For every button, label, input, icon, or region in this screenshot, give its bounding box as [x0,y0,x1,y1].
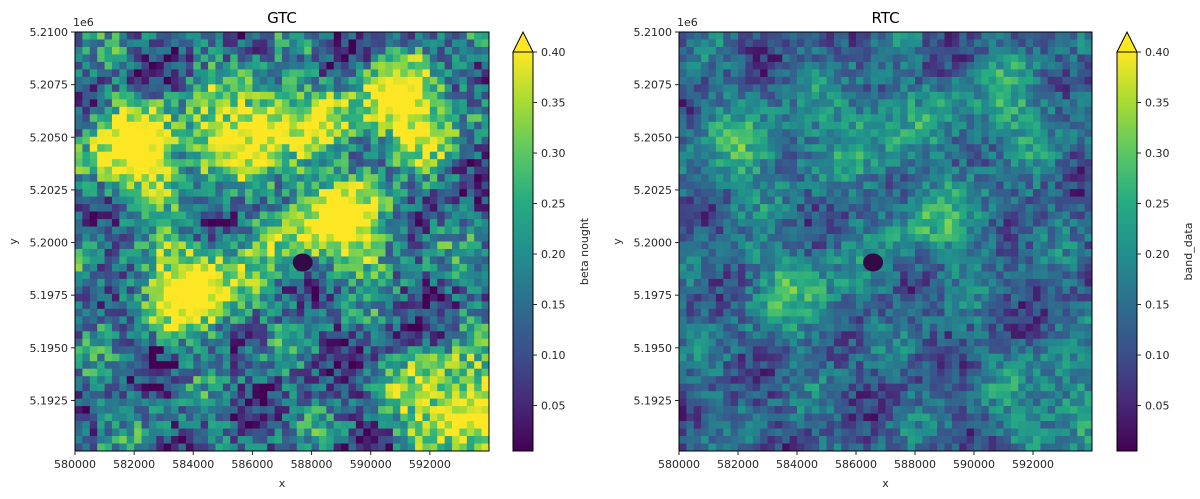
y-tick-label: 5.2050 [634,131,673,144]
colorbar-tick-label: 0.20 [541,248,566,261]
colorbar-tick-label: 0.05 [541,400,566,413]
colorbar: 0.05 0.10 0.15 0.20 0.25 0.30 0.35 0.40 beta nou… [512,30,591,452]
x-tick-label: 592000 [1012,458,1054,471]
colorbar-tick-label: 0.40 [541,46,566,59]
x-axis-label: x [882,477,889,490]
y-tick-label: 5.1925 [634,394,673,407]
y-tick-label: 5.1950 [30,342,69,355]
panel-rtc: 580000 582000 584000 586000 588000 590000 5920… [611,9,1195,490]
axes-frame [678,31,1093,452]
x-tick-label: 582000 [717,458,759,471]
raster-image [679,32,1092,451]
colorbar-tick-label: 0.10 [541,349,566,362]
axes-frame [74,31,490,452]
x-tick-label: 590000 [350,458,392,471]
x-tick-label: 590000 [953,458,995,471]
x-tick-label: 580000 [54,458,96,471]
colorbar-tick-label: 0.10 [1145,349,1170,362]
y-tick-label: 5.1975 [30,289,69,302]
colorbar-tick-label: 0.30 [1145,147,1170,160]
y-tick-label: 5.2075 [634,79,673,92]
x-tick-label: 584000 [172,458,214,471]
x-tick-label: 582000 [113,458,155,471]
x-tick-label: 588000 [894,458,936,471]
x-tick-label: 586000 [231,458,273,471]
colorbar-tick-label: 0.30 [541,147,566,160]
y-tick-label: 5.1950 [634,342,673,355]
y-tick-label: 5.2000 [30,237,69,250]
colorbar-extend-arrow [1116,30,1138,53]
lake-feature [292,253,313,272]
y-tick-label: 5.1925 [30,394,69,407]
colorbar-tick-label: 0.15 [1145,299,1170,312]
x-tick-label: 580000 [658,458,700,471]
x-tick-label: 586000 [835,458,877,471]
colorbar-tick-label: 0.25 [1145,198,1170,211]
lake-feature [863,253,884,272]
y-offset-label: 1e6 [73,16,94,29]
y-tick-label: 5.2100 [30,26,69,39]
panel-title: GTC [267,9,297,27]
x-tick-label: 584000 [776,458,818,471]
colorbar-tick-label: 0.15 [541,299,566,312]
x-axis-label: x [279,477,286,490]
y-tick-label: 5.2025 [30,184,69,197]
y-tick-label: 5.2000 [634,237,673,250]
y-tick-label: 5.2100 [634,26,673,39]
colorbar-tick-label: 0.40 [1145,46,1170,59]
colorbar-label: beta nought [578,217,591,285]
panel-title: RTC [871,9,899,27]
raster-image [75,32,489,451]
colorbar-tick-label: 0.25 [541,198,566,211]
y-tick-label: 5.2050 [30,131,69,144]
y-offset-label: 1e6 [677,16,698,29]
colorbar-frame [512,52,534,452]
colorbar-tick-label: 0.20 [1145,248,1170,261]
x-tick-label: 592000 [409,458,451,471]
y-axis-label: y [611,238,624,245]
colorbar-tick-label: 0.35 [541,97,566,110]
y-tick-label: 5.1975 [634,289,673,302]
x-tick-label: 588000 [291,458,333,471]
colorbar-extend-arrow [512,30,534,53]
colorbar-tick-label: 0.05 [1145,400,1170,413]
colorbar-label: band_data [1182,223,1195,281]
y-tick-label: 5.2075 [30,79,69,92]
panel-gtc: 580000 582000 584000 586000 588000 590000 5920… [7,9,591,490]
y-tick-label: 5.2025 [634,184,673,197]
colorbar-frame [1116,52,1138,452]
colorbar-gradient [1117,52,1137,451]
colorbar: 0.05 0.10 0.15 0.20 0.25 0.30 0.35 0.40 band_dat… [1116,30,1195,452]
y-axis-label: y [7,238,20,245]
colorbar-tick-label: 0.35 [1145,97,1170,110]
colorbar-gradient [513,52,533,451]
